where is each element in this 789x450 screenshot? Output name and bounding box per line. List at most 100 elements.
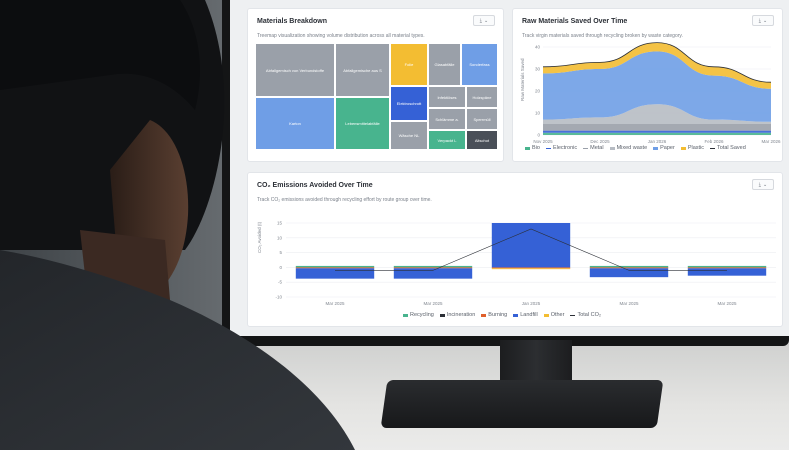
- treemap-cell[interactable]: Abfallgemisch von Verbundstoffe: [255, 43, 335, 97]
- co2-bar-chart: 15 10 5 0 -5 -10 Mar 2025 Mar 2025 Jan 2025 Mar 2…: [275, 221, 776, 306]
- raw-materials-area-chart: 0 10 20 30 40 Nov 2025 Dec 2025 Jan 2026 Feb 202…: [533, 42, 781, 144]
- legend-label: Total Saved: [717, 145, 746, 151]
- card-subtitle: Treemap visualization showing volume dis…: [257, 33, 425, 39]
- treemap-cell[interactable]: Altschot: [466, 130, 498, 150]
- x-tick-label: Mar 2025: [423, 301, 443, 306]
- total-co2-line: [335, 228, 727, 271]
- treemap-cell[interactable]: Schlämme a.: [428, 108, 466, 130]
- y-tick-label: 20: [535, 89, 541, 94]
- legend-label: Other: [550, 312, 565, 318]
- legend-item[interactable]: Electronic: [545, 145, 578, 151]
- legend-swatch: [710, 147, 716, 149]
- y-tick-label: 0: [279, 265, 282, 270]
- bar-segment-landfill: [589, 268, 669, 278]
- card-subtitle: Track virgin materials saved through rec…: [522, 33, 683, 39]
- legend-label: Mixed waste: [616, 145, 648, 151]
- download-icon: ⤓: [479, 17, 482, 24]
- treemap-cell[interactable]: Wäsche NL: [390, 121, 428, 150]
- bar-segment-burning: [491, 267, 571, 269]
- area-series-bio: [543, 132, 771, 135]
- treemap-cell[interactable]: Sperrmüll: [466, 108, 498, 130]
- download-icon: ⤓: [758, 181, 761, 188]
- y-tick-label: 10: [277, 235, 283, 240]
- chevron-down-icon: ⌄: [763, 17, 768, 24]
- legend-swatch: [543, 313, 549, 317]
- x-tick-label: Mar 2025: [717, 301, 737, 306]
- legend-label: Bio: [532, 145, 540, 151]
- treemap-cell[interactable]: Abfallgemische aus S: [335, 43, 390, 97]
- legend-swatch: [513, 313, 519, 317]
- treemap-cell[interactable]: Lebensmittelabfälle: [335, 97, 390, 150]
- legend-swatch: [525, 146, 530, 150]
- card-title: Materials Breakdown: [257, 18, 328, 25]
- treemap-cell[interactable]: Folie: [390, 43, 428, 86]
- card-title: CO₂ Emissions Avoided Over Time: [257, 182, 373, 189]
- treemap-cell[interactable]: Karton: [255, 97, 335, 150]
- legend-item[interactable]: Total Saved: [710, 145, 746, 151]
- legend-label: Incineration: [446, 312, 476, 318]
- legend-item[interactable]: Landfill: [513, 312, 538, 318]
- bar-segment-other: [491, 268, 571, 270]
- download-button[interactable]: ⤓ ⌄: [752, 15, 774, 26]
- area-series-metal: [543, 124, 771, 131]
- legend-item[interactable]: Total CO₂: [570, 312, 601, 318]
- x-tick-label: Nov 2025: [533, 139, 553, 144]
- legend-swatch: [653, 146, 659, 150]
- card-subtitle: Track CO₂ emissions avoided through recy…: [257, 197, 432, 203]
- materials-breakdown-card: Materials Breakdown Treemap visualizatio…: [247, 8, 504, 162]
- legend-label: Landfill: [520, 312, 538, 318]
- legend-swatch: [680, 146, 686, 150]
- bar-segment-burning: [589, 267, 669, 269]
- y-tick-label: -5: [278, 280, 282, 285]
- bar-segment-burning: [295, 267, 375, 269]
- co2-card: CO₂ Emissions Avoided Over Time Track CO…: [247, 172, 783, 327]
- bar-segment-landfill: [295, 268, 375, 279]
- legend-item[interactable]: Bio: [525, 145, 540, 151]
- legend-item[interactable]: Plastic: [680, 145, 705, 151]
- total-saved-line: [542, 42, 772, 83]
- y-tick-label: 30: [535, 67, 541, 72]
- download-icon: ⤓: [758, 17, 761, 24]
- download-button[interactable]: ⤓ ⌄: [752, 179, 774, 190]
- x-tick-label: Mar 2026: [761, 139, 781, 144]
- y-tick-label: 0: [537, 133, 540, 138]
- card-title: Raw Materials Saved Over Time: [522, 18, 628, 25]
- legend-item[interactable]: Burning: [481, 312, 507, 318]
- co2-legend: Recycling Incineration Burning Landfill Othe…: [403, 312, 601, 318]
- treemap-cell[interactable]: Elektroschrott: [390, 86, 428, 121]
- legend-label: Metal: [590, 145, 604, 151]
- monitor-stand-base: [380, 380, 664, 428]
- legend-swatch: [403, 313, 408, 317]
- bar-segment-recycling: [687, 265, 767, 268]
- legend-item[interactable]: Mixed waste: [609, 145, 648, 151]
- legend-item[interactable]: Incineration: [439, 312, 476, 318]
- legend-label: Plastic: [687, 145, 705, 151]
- bar-segment-recycling: [295, 265, 375, 268]
- legend-item[interactable]: Metal: [583, 145, 604, 151]
- treemap-cell[interactable]: Sonderfass: [461, 43, 498, 86]
- bar-segment-recycling: [393, 265, 473, 268]
- bar-segment-burning: [687, 267, 767, 269]
- treemap-cell[interactable]: Infektiöses: [428, 86, 466, 108]
- legend-label: Recycling: [410, 312, 434, 318]
- area-series-electronic: [543, 130, 771, 133]
- download-button[interactable]: ⤓ ⌄: [473, 15, 495, 26]
- legend-swatch: [545, 147, 551, 149]
- legend-item[interactable]: Paper: [653, 145, 675, 151]
- y-tick-label: 40: [535, 45, 541, 50]
- x-tick-label: Mar 2025: [619, 301, 639, 306]
- treemap-cell[interactable]: Verpackt L: [428, 130, 466, 150]
- legend-item[interactable]: Other: [543, 312, 565, 318]
- legend-item[interactable]: Recycling: [403, 312, 434, 318]
- legend-swatch: [609, 146, 615, 150]
- legend-label: Paper: [660, 145, 675, 151]
- legend-label: Electronic: [552, 145, 578, 151]
- area-series-mixed-waste: [543, 104, 771, 124]
- chevron-down-icon: ⌄: [484, 17, 489, 24]
- chevron-down-icon: ⌄: [763, 181, 768, 188]
- x-tick-label: Jan 2026: [648, 139, 667, 144]
- treemap-cell[interactable]: Holzspäne: [466, 86, 498, 108]
- x-tick-label: Feb 2026: [704, 139, 724, 144]
- treemap-cell[interactable]: Glasabfälle: [428, 43, 461, 86]
- y-tick-label: -10: [275, 295, 282, 300]
